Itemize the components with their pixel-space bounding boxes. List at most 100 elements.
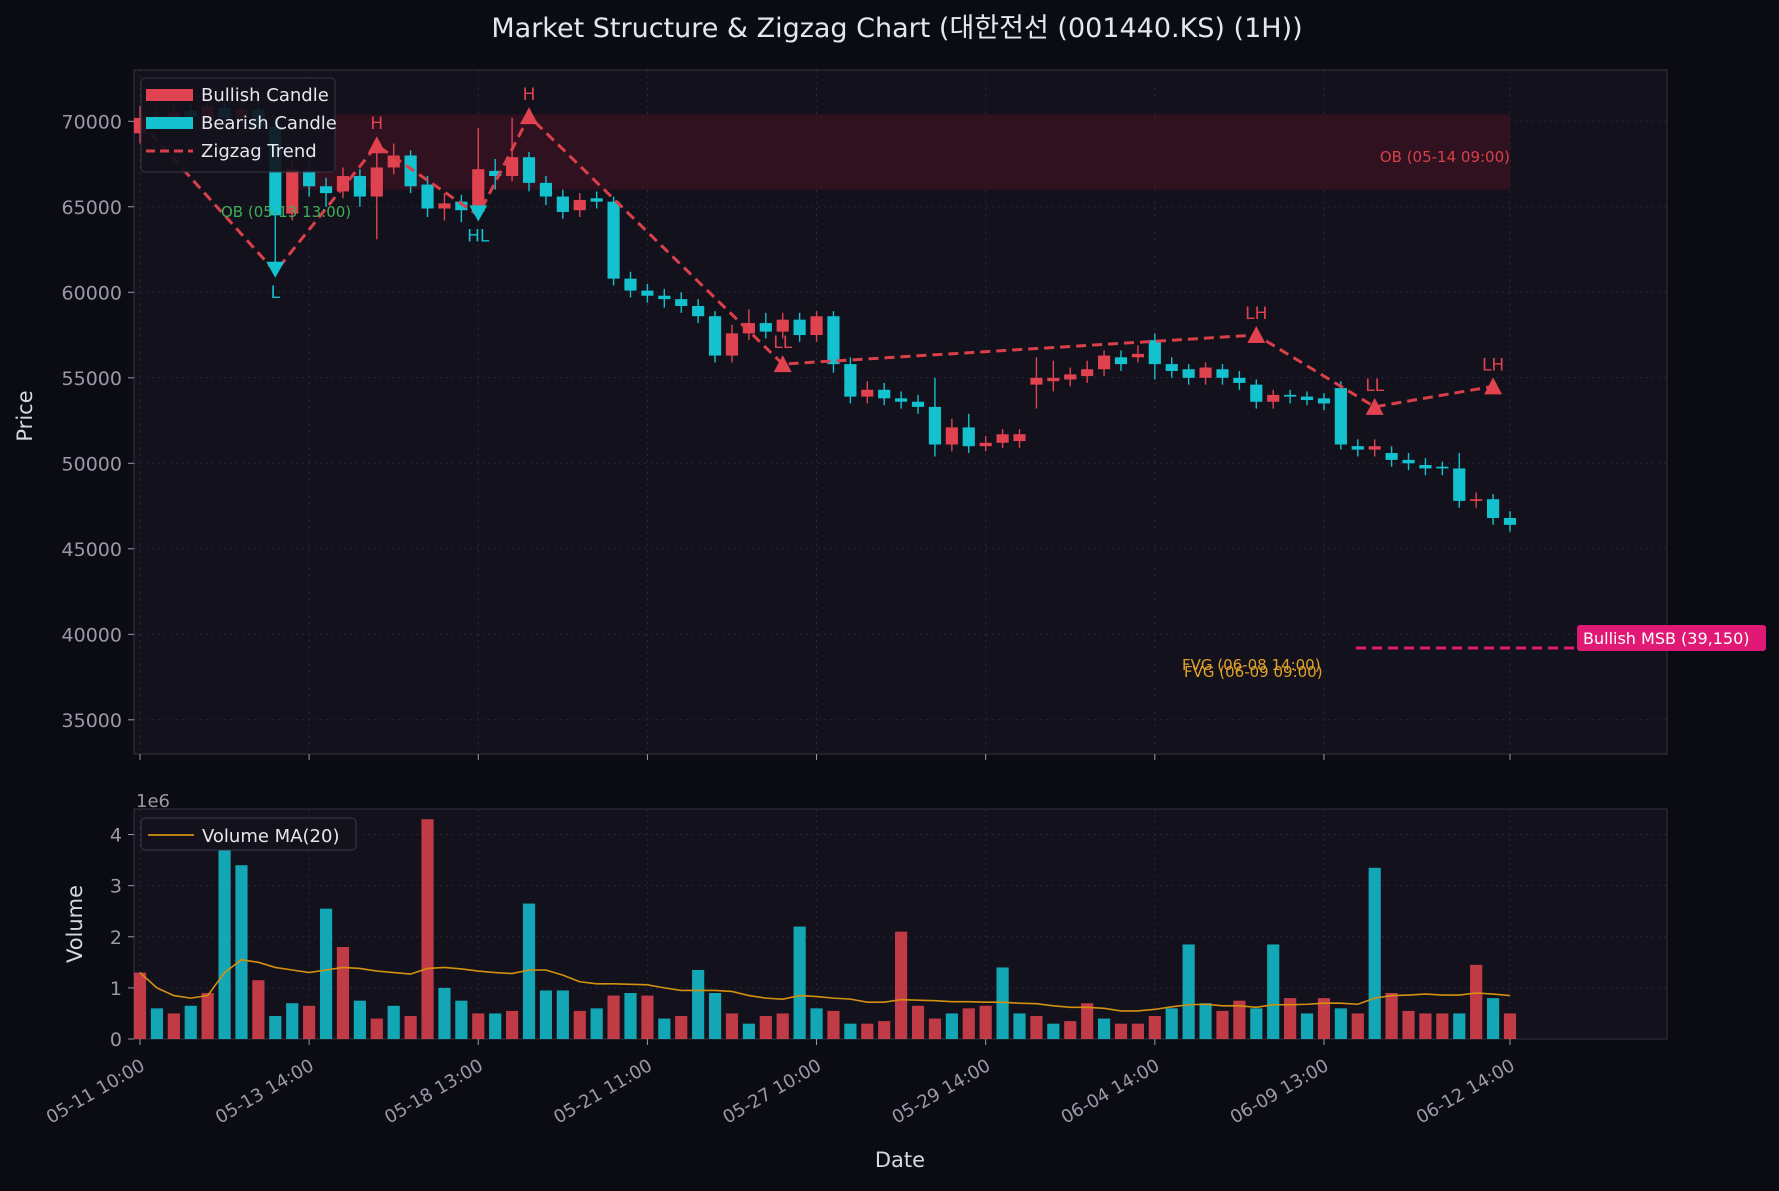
volume-bar (1216, 1010, 1229, 1039)
bullish-candle (472, 169, 485, 212)
volume-bar (1470, 964, 1483, 1039)
volume-bar (1199, 1003, 1212, 1039)
volume-bar (1436, 1013, 1449, 1039)
volume-bar (759, 1016, 772, 1039)
msb-badge (1577, 625, 1766, 651)
volume-y-tick-label: 4 (110, 825, 122, 847)
volume-exponent-label: 1e6 (136, 791, 170, 812)
bearish-candle (556, 196, 569, 212)
volume-bar (692, 970, 705, 1039)
ob-bear-zone (290, 114, 1510, 190)
volume-bar (1385, 993, 1398, 1039)
volume-bar (1165, 1008, 1178, 1039)
fvg-label-2: FVG (06-09 09:00) (1184, 663, 1323, 681)
volume-bar (1013, 1013, 1026, 1039)
volume-ma-line (139, 958, 1511, 1012)
volume-bar (455, 1000, 468, 1039)
bullish-candle (1470, 499, 1483, 501)
volume-bar (1081, 1003, 1094, 1039)
bearish-candle (658, 295, 671, 300)
volume-bar (827, 1010, 840, 1039)
bearish-candle (303, 170, 316, 187)
volume-bar (438, 987, 451, 1039)
chart-title: Market Structure & Zigzag Chart (대한전선 (0… (491, 13, 1302, 44)
bullish-candle (945, 427, 958, 445)
volume-bar (184, 1005, 197, 1039)
volume-bar (387, 1005, 400, 1039)
price-y-ticks: 35000 40000 45000 50000 55000 60000 65000 70000 (62, 111, 134, 732)
bearish-candle (1182, 369, 1195, 378)
bearish-candle (911, 401, 925, 407)
legend-bullish-swatch (146, 89, 193, 101)
x-axis-label: Date (875, 1148, 925, 1172)
bearish-candle (1402, 459, 1415, 464)
price-y-tick-label: 35000 (62, 710, 122, 732)
volume-bar (1097, 1018, 1111, 1039)
bullish-candle (725, 333, 739, 356)
bullish-candle (1199, 367, 1212, 378)
swing-high-label: H (523, 85, 536, 105)
volume-bar (1267, 944, 1280, 1039)
ob-bear-label: OB (05-14 09:00) (1380, 148, 1510, 166)
volume-bar (404, 1016, 417, 1039)
volume-bar (472, 1013, 485, 1039)
bullish-candle (573, 199, 586, 211)
bullish-candle (1064, 374, 1077, 380)
bearish-candle (708, 316, 722, 356)
volume-bar (1351, 1013, 1364, 1039)
price-y-tick-label: 60000 (62, 282, 122, 304)
volume-bar (962, 1008, 975, 1039)
volume-y-tick-label: 1 (110, 978, 122, 1000)
bullish-candle (742, 323, 755, 334)
volume-bar (1250, 1008, 1263, 1039)
volume-bar (201, 993, 214, 1039)
bullish-candle (506, 157, 519, 177)
volume-bar (1453, 1013, 1466, 1039)
volume-bar (996, 967, 1009, 1039)
swing-high-marker (773, 355, 792, 373)
bearish-candle (1148, 340, 1161, 365)
volume-bar (979, 1005, 992, 1039)
bearish-candle (675, 299, 688, 306)
bearish-candle (827, 316, 840, 365)
bearish-candle (1250, 384, 1263, 402)
bearish-candle (1486, 499, 1500, 519)
bullish-candle (336, 176, 350, 192)
volume-bar (252, 980, 265, 1039)
volume-bar (269, 1016, 282, 1039)
volume-bar (624, 993, 637, 1039)
bearish-candle (1334, 388, 1347, 445)
swing-high-label: LL (773, 333, 792, 353)
price-y-tick-label: 65000 (62, 197, 122, 219)
bullish-candle (438, 203, 451, 209)
bearish-candle (928, 406, 942, 445)
volume-bars (133, 819, 1517, 1039)
volume-bar (286, 1003, 299, 1039)
legend-bullish-label: Bullish Candle (201, 85, 329, 106)
swing-high-marker (367, 136, 386, 154)
volume-bar (556, 990, 569, 1039)
volume-bar (319, 908, 333, 1039)
ob-bull-label: OB (05-13 13:00) (221, 203, 351, 221)
volume-bar (235, 865, 248, 1039)
swing-high-label: LH (1245, 304, 1267, 324)
volume-bar (1131, 1023, 1144, 1039)
volume-bar (167, 1013, 180, 1039)
volume-legend-box (140, 817, 357, 851)
bullish-candle (370, 167, 383, 197)
bearish-candle (1317, 398, 1331, 404)
volume-bar (218, 844, 231, 1039)
volume-bar (1064, 1021, 1077, 1039)
legend-volume-ma-label: Volume MA(20) (202, 826, 339, 847)
bearish-candle (895, 398, 908, 402)
volume-y-tick-label: 3 (110, 876, 122, 898)
bearish-candle (590, 198, 603, 202)
swing-low-label: L (271, 283, 281, 303)
bearish-candle (962, 427, 975, 447)
bearish-candle (489, 170, 502, 177)
swing-high-marker (520, 107, 539, 125)
volume-bar (539, 990, 553, 1039)
